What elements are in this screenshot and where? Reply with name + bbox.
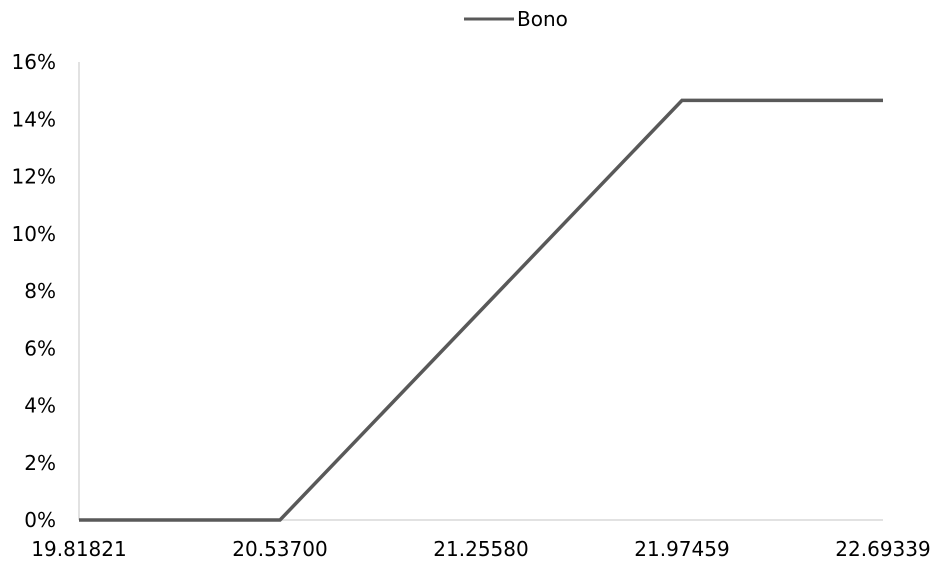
y-tick-label: 8%: [24, 279, 56, 303]
y-tick-label: 6%: [24, 336, 56, 360]
x-tick-label: 19.81821: [31, 537, 126, 561]
series-line-bono: [79, 98, 883, 522]
y-tick-label: 2%: [24, 451, 56, 475]
x-axis-ticks: 19.81821 20.53700 21.25580 21.97459 22.69339: [31, 537, 930, 561]
x-tick-label: 22.69339: [835, 537, 930, 561]
y-tick-label: 14%: [12, 107, 56, 131]
legend-label-bono: Bono: [517, 7, 568, 31]
y-tick-label: 0%: [24, 508, 56, 532]
x-tick-label: 20.53700: [232, 537, 327, 561]
series-group: [79, 98, 883, 522]
x-tick-label: 21.97459: [634, 537, 729, 561]
y-tick-label: 4%: [24, 394, 56, 418]
y-tick-label: 12%: [12, 165, 56, 189]
legend: Bono: [464, 7, 568, 31]
y-tick-label: 16%: [12, 50, 56, 74]
x-tick-label: 21.25580: [433, 537, 528, 561]
y-axis-ticks: 0% 2% 4% 6% 8% 10% 12% 14% 16%: [12, 50, 56, 532]
y-tick-label: 10%: [12, 222, 56, 246]
